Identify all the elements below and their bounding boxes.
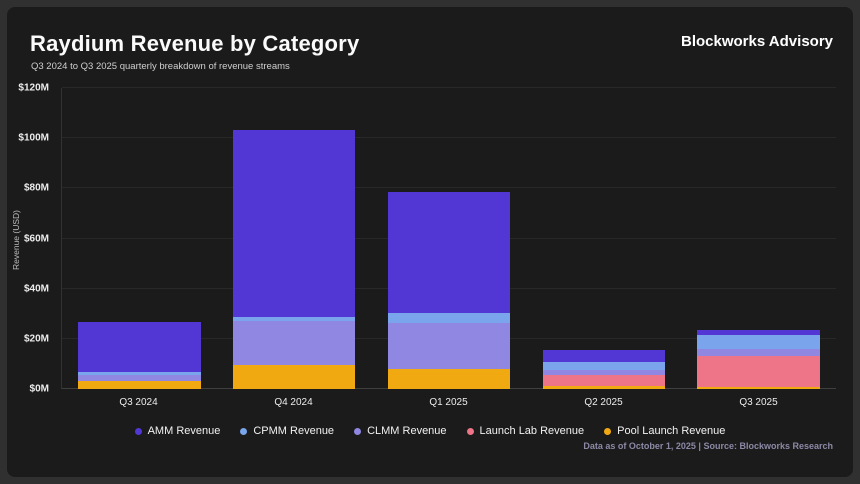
page-title: Raydium Revenue by Category — [30, 31, 360, 56]
y-tick-label: $80M — [23, 182, 49, 194]
brand-wordmark: Blockworks Advisory — [681, 33, 833, 50]
bar-slot — [372, 88, 527, 389]
x-tick-label: Q4 2024 — [274, 397, 313, 408]
bar-segment — [697, 329, 820, 335]
legend-dot-icon — [604, 427, 612, 435]
y-tick-label: $0M — [29, 383, 49, 395]
stacked-bar — [697, 329, 820, 389]
bar-segment — [542, 386, 665, 389]
legend-item: CPMM Revenue — [240, 425, 334, 437]
bar-segment — [233, 316, 356, 321]
bar-segment — [387, 322, 511, 370]
legend-item: Pool Launch Revenue — [604, 425, 725, 437]
bar-segment — [542, 370, 665, 376]
bar-segment — [233, 365, 356, 389]
bar-segment — [78, 375, 201, 382]
legend-dot-icon — [354, 427, 362, 435]
y-axis-ticks: $0M $20M $40M $60M $80M $100M $120M — [7, 83, 53, 395]
legend-item: CLMM Revenue — [354, 425, 447, 437]
plot-area — [61, 87, 836, 389]
x-tick-label: Q3 2025 — [739, 397, 778, 408]
gridline — [62, 137, 836, 139]
y-tick-label: $20M — [23, 333, 49, 345]
bar-segment — [233, 320, 356, 366]
bar-segment — [542, 362, 665, 371]
bar-segment — [78, 381, 201, 389]
y-tick-label: $40M — [23, 283, 49, 295]
bar-segment — [697, 355, 820, 388]
bar-slot — [526, 88, 681, 389]
bar-slot — [62, 88, 217, 389]
bar-segment — [78, 372, 201, 376]
legend-label: AMM Revenue — [147, 425, 221, 437]
x-axis-ticks: Q3 2024 Q4 2024 Q1 2025 Q2 2025 Q3 2025 — [61, 397, 836, 408]
legend-label: Launch Lab Revenue — [479, 425, 585, 437]
bars-container — [62, 88, 836, 389]
x-tick-label: Q3 2024 — [119, 397, 158, 408]
gridline — [62, 187, 836, 189]
bar-segment — [542, 375, 665, 387]
chart-card: Raydium Revenue by Category Q3 2024 to Q… — [7, 7, 853, 477]
y-tick-label: $100M — [18, 132, 49, 144]
legend-dot-icon — [240, 427, 248, 435]
y-tick-label: $60M — [23, 233, 49, 244]
bar-segment — [697, 387, 820, 389]
legend-dot-icon — [134, 427, 142, 435]
bar-segment — [387, 369, 511, 389]
x-tick-label: Q1 2025 — [429, 397, 468, 408]
bar-segment — [233, 129, 356, 317]
legend-label: Pool Launch Revenue — [617, 425, 726, 437]
stacked-bar — [542, 350, 665, 389]
legend-label: CLMM Revenue — [367, 425, 447, 437]
legend-item: Launch Lab Revenue — [466, 425, 585, 437]
chart-subtitle: Q3 2024 to Q3 2025 quarterly breakdown o… — [31, 61, 290, 72]
bar-slot — [217, 88, 372, 389]
bar-segment — [387, 191, 511, 313]
x-tick-label: Q2 2025 — [584, 397, 623, 408]
stacked-bar — [233, 129, 356, 389]
gridline — [62, 87, 836, 88]
bar-segment — [387, 312, 511, 323]
bar-segment — [697, 334, 820, 349]
legend-item: AMM Revenue — [134, 425, 221, 437]
bar-segment — [542, 350, 665, 363]
bar-segment — [697, 348, 820, 356]
legend-label: CPMM Revenue — [253, 425, 335, 437]
stacked-bar — [78, 321, 201, 389]
chart-legend: AMM Revenue CPMM Revenue CLMM Revenue Launc… — [7, 425, 853, 437]
legend-dot-icon — [466, 427, 474, 435]
bar-slot — [681, 88, 836, 389]
y-tick-label: $120M — [18, 82, 49, 94]
bar-segment — [78, 321, 201, 373]
source-note: Data as of October 1, 2025 | Source: Blo… — [583, 441, 833, 451]
stacked-bar — [387, 191, 511, 389]
